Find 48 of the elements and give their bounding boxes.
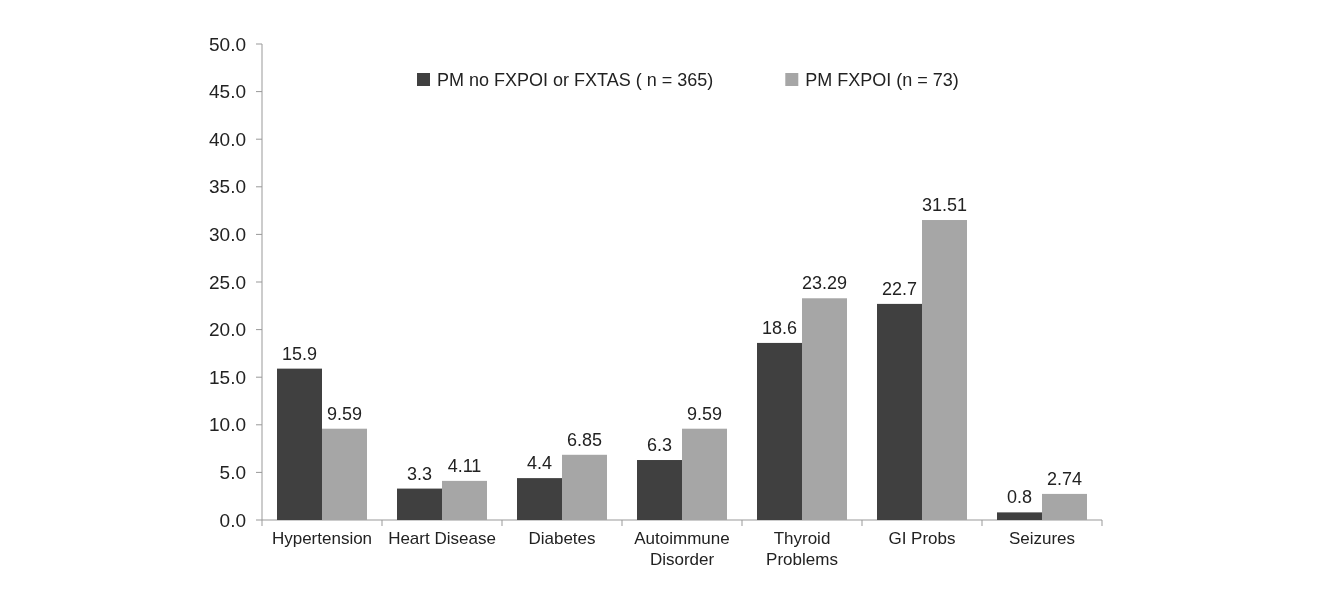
- bar: [562, 454, 607, 520]
- y-tick-label: 40.0: [209, 128, 246, 150]
- data-label: 9.59: [326, 403, 363, 424]
- bar: [922, 220, 967, 520]
- legend-label: PM no FXPOI or FXTAS ( n = 365): [437, 70, 714, 91]
- data-label: 15.9: [281, 343, 318, 364]
- y-tick-label: 0.0: [219, 509, 246, 531]
- x-tick-label: Autoimmune Disorder: [634, 529, 730, 569]
- data-label: 4.4: [526, 453, 553, 474]
- y-tick-label: 20.0: [209, 319, 246, 341]
- data-label: 9.59: [686, 403, 723, 424]
- data-label: 31.51: [921, 195, 968, 216]
- x-tick-label: Hypertension: [271, 529, 373, 548]
- y-tick-label: 45.0: [209, 81, 246, 103]
- y-tick-label: 30.0: [209, 224, 246, 246]
- data-label: 3.3: [406, 463, 433, 484]
- x-tick-label: Thyroid Problems: [766, 529, 838, 569]
- y-tick-label: 15.0: [209, 366, 246, 388]
- x-tick-label: GI Probs: [888, 529, 956, 548]
- y-tick-label: 10.0: [209, 414, 246, 436]
- bar: [877, 303, 922, 520]
- data-label: 22.7: [881, 278, 918, 299]
- bar: [397, 488, 442, 520]
- x-tick-label: Heart Disease: [388, 529, 496, 548]
- bar: [442, 480, 487, 520]
- bar: [637, 460, 682, 520]
- data-label: 2.74: [1046, 468, 1083, 489]
- data-label: 18.6: [761, 317, 798, 338]
- bar: [517, 478, 562, 520]
- bar: [1042, 493, 1087, 520]
- legend-label: PM FXPOI (n = 73): [805, 70, 959, 91]
- x-tick-label: Seizures: [1008, 529, 1076, 548]
- data-label: 4.11: [447, 455, 482, 476]
- bar: [997, 512, 1042, 520]
- y-tick-label: 50.0: [209, 33, 246, 55]
- bar: [277, 368, 322, 520]
- data-label: 6.85: [566, 429, 603, 450]
- y-tick-label: 25.0: [209, 271, 246, 293]
- data-label: 23.29: [801, 273, 848, 294]
- bar: [757, 342, 802, 520]
- y-tick-label: 5.0: [219, 462, 246, 484]
- data-label: 0.8: [1006, 487, 1033, 508]
- data-label: 6.3: [646, 435, 673, 456]
- bar: [322, 428, 367, 520]
- x-tick-label: Diabetes: [528, 529, 596, 548]
- bar: [682, 428, 727, 520]
- y-tick-label: 35.0: [209, 176, 246, 198]
- bar: [802, 298, 847, 520]
